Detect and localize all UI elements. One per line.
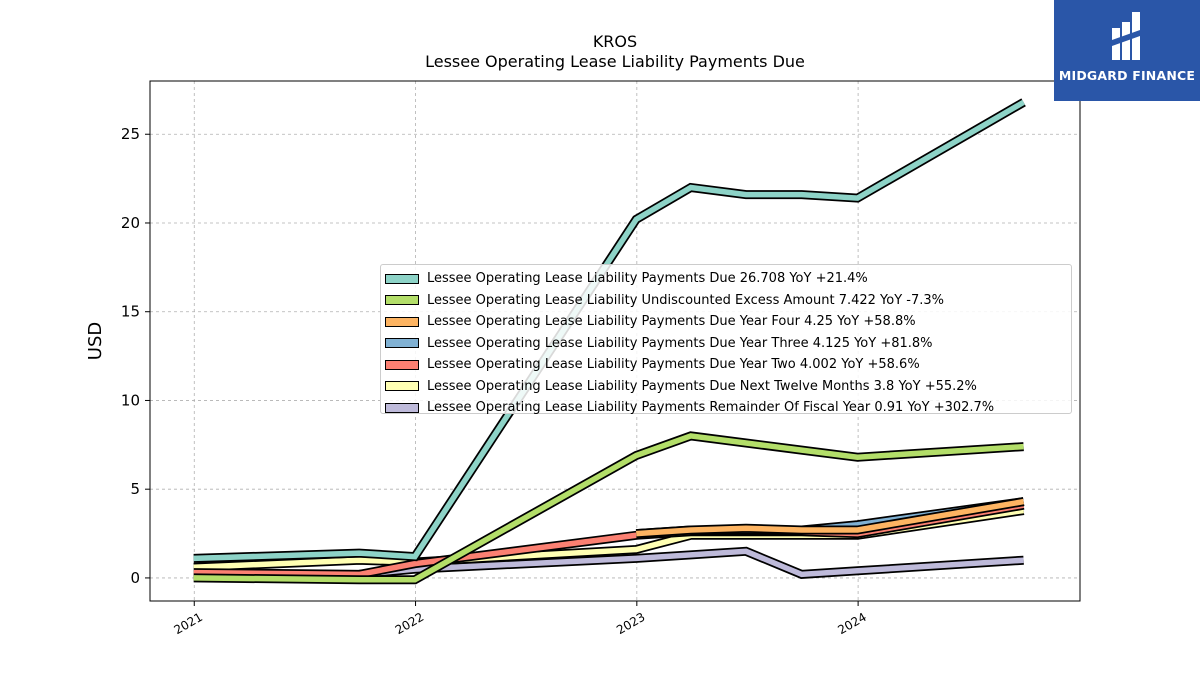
series-line xyxy=(193,433,1024,583)
x-tick-label: 2022 xyxy=(393,610,426,637)
legend: Lessee Operating Lease Liability Payment… xyxy=(380,264,1072,415)
legend-swatch xyxy=(385,316,419,327)
legend-label: Lessee Operating Lease Liability Payment… xyxy=(427,271,868,287)
legend-swatch xyxy=(385,338,419,349)
logo-text: MIDGARD FINANCE xyxy=(1058,68,1196,83)
y-tick-label: 20 xyxy=(121,214,140,232)
series-line xyxy=(358,548,1024,578)
y-tick-label: 25 xyxy=(121,125,140,143)
chart-title: Lessee Operating Lease Liability Payment… xyxy=(425,52,805,71)
y-tick-label: 15 xyxy=(121,303,140,321)
legend-label: Lessee Operating Lease Liability Payment… xyxy=(427,357,920,373)
legend-label: Lessee Operating Lease Liability Payment… xyxy=(427,335,933,351)
legend-label: Lessee Operating Lease Liability Undisco… xyxy=(427,292,945,308)
legend-swatch xyxy=(385,295,419,306)
legend-swatch xyxy=(385,359,419,370)
legend-label: Lessee Operating Lease Liability Payment… xyxy=(427,378,977,394)
legend-item: Lessee Operating Lease Liability Payment… xyxy=(385,354,1071,376)
legend-swatch xyxy=(385,402,419,413)
legend-item: Lessee Operating Lease Liability Payment… xyxy=(385,311,1071,333)
y-tick-label: 5 xyxy=(130,480,140,498)
series-layer xyxy=(193,98,1026,585)
midgard-logo-icon xyxy=(1112,12,1140,60)
legend-item: Lessee Operating Lease Liability Payment… xyxy=(385,268,1071,290)
legend-item: Lessee Operating Lease Liability Undisco… xyxy=(385,290,1071,312)
legend-swatch xyxy=(385,273,419,284)
y-tick-label: 10 xyxy=(121,391,140,409)
x-tick-label: 2023 xyxy=(614,610,647,637)
series-line xyxy=(193,99,1025,562)
chart-ticker: KROS xyxy=(592,32,638,51)
logo: MIDGARD FINANCE xyxy=(1054,0,1200,101)
x-tick-label: 2021 xyxy=(172,610,205,637)
legend-swatch xyxy=(385,381,419,392)
series-line xyxy=(636,498,1025,537)
legend-item: Lessee Operating Lease Liability Payment… xyxy=(385,333,1071,355)
legend-item: Lessee Operating Lease Liability Payment… xyxy=(385,376,1071,398)
legend-label: Lessee Operating Lease Liability Payment… xyxy=(427,314,916,330)
legend-item: Lessee Operating Lease Liability Payment… xyxy=(385,397,1071,419)
legend-label: Lessee Operating Lease Liability Payment… xyxy=(427,400,995,416)
y-axis-label: USD xyxy=(85,322,106,360)
y-tick-label: 0 xyxy=(130,569,140,587)
plot-frame xyxy=(149,80,1081,602)
x-tick-label: 2024 xyxy=(835,610,868,637)
